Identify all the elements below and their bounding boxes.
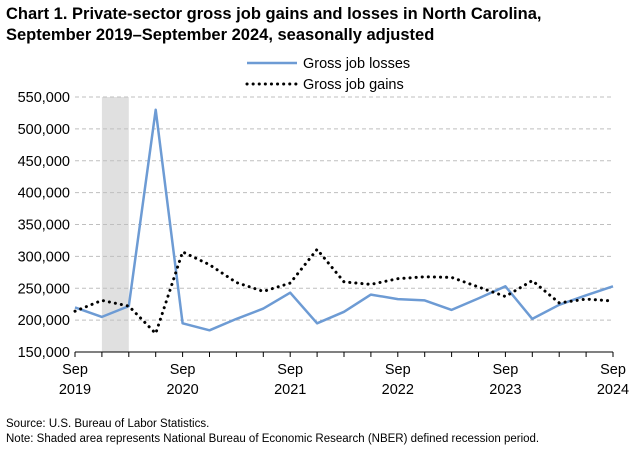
chart-title-line-1: Chart 1. Private-sector gross job gains … bbox=[6, 5, 542, 23]
chart-title: Chart 1. Private-sector gross job gains … bbox=[6, 4, 636, 46]
x-tick-label: Sep bbox=[62, 362, 88, 378]
x-tick-label: Sep bbox=[385, 362, 411, 378]
y-tick-label: 250,000 bbox=[18, 281, 70, 297]
x-tick-label: 2024 bbox=[597, 382, 629, 398]
legend: Gross job losses Gross job gains bbox=[245, 56, 410, 93]
y-tick-label: 200,000 bbox=[18, 313, 70, 329]
chart-title-line-2: September 2019–September 2024, seasonall… bbox=[6, 26, 435, 44]
axes: 150,000 200,000 250,000 300,000 350,000 400,0… bbox=[18, 90, 630, 398]
y-tick-label: 550,000 bbox=[18, 90, 70, 106]
y-tick-label: 350,000 bbox=[18, 218, 70, 234]
x-tick-label: 2021 bbox=[274, 382, 306, 398]
y-tick-label: 300,000 bbox=[18, 249, 70, 265]
y-tick-label: 500,000 bbox=[18, 122, 70, 138]
x-tick-label: 2023 bbox=[489, 382, 521, 398]
x-tick-label: 2020 bbox=[166, 382, 198, 398]
series-line-gross-job-gains bbox=[73, 247, 615, 335]
series-layer bbox=[73, 108, 615, 335]
y-tick-label: 400,000 bbox=[18, 186, 70, 202]
x-tick-label: Sep bbox=[277, 362, 303, 378]
legend-label: Gross job gains bbox=[303, 77, 404, 93]
x-tick-label: Sep bbox=[170, 362, 196, 378]
x-tick-label: 2022 bbox=[382, 382, 414, 398]
source-note: Source: U.S. Bureau of Labor Statistics. bbox=[6, 418, 210, 430]
legend-label: Gross job losses bbox=[303, 56, 410, 72]
gridlines bbox=[75, 96, 613, 321]
footnote: Note: Shaded area represents National Bu… bbox=[6, 433, 540, 445]
y-tick-label: 150,000 bbox=[18, 345, 70, 361]
x-tick-label: Sep bbox=[492, 362, 518, 378]
series-line-gross-job-losses bbox=[74, 108, 614, 332]
x-tick-label: Sep bbox=[600, 362, 626, 378]
y-tick-label: 450,000 bbox=[18, 154, 70, 170]
x-tick-label: 2019 bbox=[59, 382, 91, 398]
